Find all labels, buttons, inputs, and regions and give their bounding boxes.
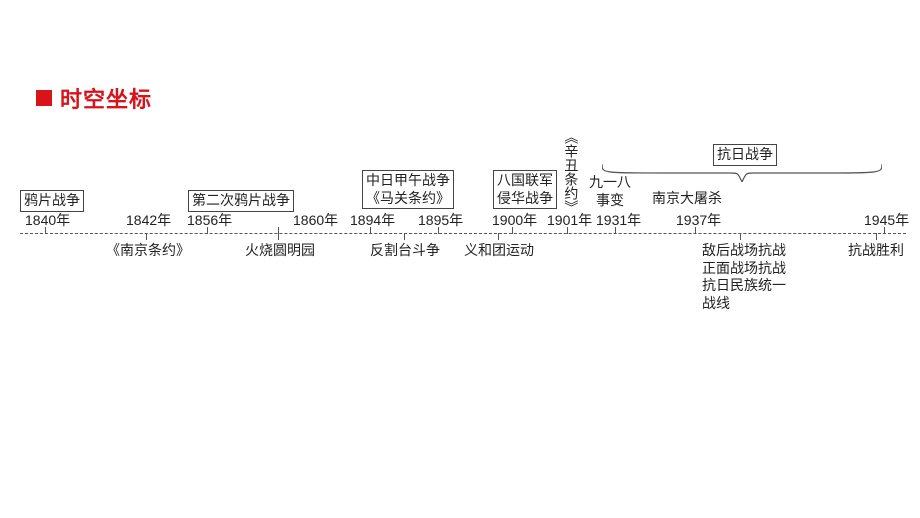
event-opium-war: 鸦片战争: [20, 190, 84, 212]
event-anti-cession: 反割台斗争: [370, 242, 440, 260]
tick-1945d: [876, 233, 877, 240]
timeline-baseline: [20, 233, 906, 234]
event-burn-ymy: 火烧圆明园: [245, 242, 315, 260]
event-eight-nation: 八国联军 侵华战争: [493, 170, 557, 209]
tick-1937d: [740, 233, 741, 240]
event-second-opium: 第二次鸦片战争: [188, 190, 294, 212]
timeline: 1840年 1842年 1856年 1860年 1894年 1895年 1900…: [20, 130, 906, 330]
tick-1895d: [404, 233, 405, 240]
event-xinchou: 《辛丑条约》: [563, 130, 578, 214]
page-title: 时空坐标: [60, 82, 152, 114]
year-1937: 1937年: [676, 212, 721, 230]
event-nanjing-massacre: 南京大屠杀: [652, 190, 722, 208]
event-sino-jp: 中日甲午战争 《马关条约》: [362, 170, 454, 209]
title-marker: [36, 90, 52, 106]
event-yihetuan: 义和团运动: [464, 242, 534, 260]
year-1894: 1894年: [350, 212, 395, 230]
tick-1900d: [498, 233, 499, 240]
year-1840: 1840年: [25, 212, 70, 230]
year-1900: 1900年: [492, 212, 537, 230]
year-1945: 1945年: [864, 212, 909, 230]
year-1901: 1901年: [547, 212, 592, 230]
year-1842: 1842年: [126, 212, 171, 230]
tick-1860d: [278, 233, 279, 240]
event-rear-front: 敌后战场抗战 正面战场抗战 抗日民族统一 战线: [702, 242, 786, 312]
event-nanjing-treaty: 《南京条约》: [106, 242, 190, 260]
year-1931: 1931年: [596, 212, 641, 230]
year-1895: 1895年: [418, 212, 463, 230]
tick-1842: [146, 233, 147, 240]
brace-icon: [602, 164, 882, 182]
year-1856: 1856年: [187, 212, 232, 230]
event-anti-jp-war: 抗日战争: [713, 144, 777, 166]
event-victory: 抗战胜利: [848, 242, 904, 260]
year-1860: 1860年: [293, 212, 338, 230]
